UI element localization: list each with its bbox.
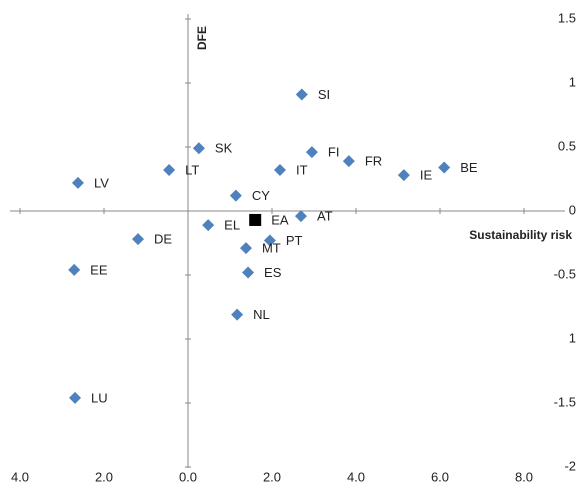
point-label: DE [154, 232, 172, 247]
point-label: SI [318, 87, 330, 102]
point-label: IE [420, 168, 433, 183]
y-tick-label: 0.5 [558, 138, 576, 153]
y-tick-label: 1 [569, 74, 576, 89]
point [273, 164, 286, 177]
y-tick-label: 0 [569, 202, 576, 217]
x-tick-label: 2.0 [95, 469, 113, 484]
point [438, 161, 451, 174]
point [295, 88, 308, 101]
x-axis-label: Sustainability risk [469, 228, 572, 242]
point-label: LT [185, 162, 199, 177]
point-label: EE [90, 262, 108, 277]
point [294, 210, 307, 223]
point [263, 234, 276, 247]
point-label: FI [328, 145, 340, 160]
x-tick-label: 4.0 [11, 469, 29, 484]
point-label: IT [296, 162, 308, 177]
y-tick-label: 1 [569, 330, 576, 345]
point-label: LV [94, 175, 109, 190]
point [163, 164, 176, 177]
point-label: LU [91, 390, 108, 405]
point [239, 242, 252, 255]
point-label: SK [215, 141, 233, 156]
point [202, 219, 215, 232]
point [231, 308, 244, 321]
point [397, 169, 410, 182]
point-label: FR [365, 154, 382, 169]
point-label: AT [317, 209, 333, 224]
point [242, 266, 255, 279]
x-tick-label: 6.0 [431, 469, 449, 484]
point [229, 189, 242, 202]
point [71, 176, 84, 189]
x-tick-label: 8.0 [515, 469, 533, 484]
point-label: NL [253, 307, 270, 322]
x-tick-label: 2.0 [263, 469, 281, 484]
x-tick-label: 4.0 [347, 469, 365, 484]
point [192, 142, 205, 155]
point-label: ES [264, 265, 282, 280]
point-label: BE [460, 160, 478, 175]
y-tick-label: 1.5 [558, 10, 576, 25]
y-axis-label: DFE [195, 26, 209, 50]
point-label: EA [271, 212, 289, 227]
y-tick-label: -0.5 [554, 266, 576, 281]
point-label: PT [286, 233, 303, 248]
point [69, 391, 82, 404]
point-label: EL [224, 218, 240, 233]
point [305, 146, 318, 159]
point [68, 263, 81, 276]
point [342, 155, 355, 168]
point [132, 233, 145, 246]
point [249, 213, 262, 226]
y-tick-label: -1.5 [554, 394, 576, 409]
point-label: MT [262, 241, 281, 256]
point-label: CY [252, 188, 270, 203]
x-tick-label: 0.0 [179, 469, 197, 484]
y-tick-label: -2 [564, 458, 576, 473]
